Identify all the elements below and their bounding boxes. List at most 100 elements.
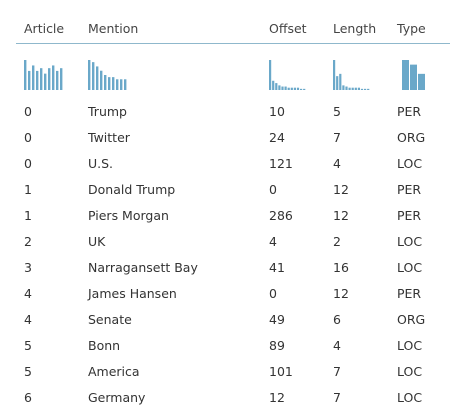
table-row[interactable]: 5 Bonn 89 4 LOC (0, 332, 452, 358)
sparkline-bar (108, 77, 111, 90)
column-header-mention[interactable]: Mention (88, 21, 139, 36)
table-row[interactable]: 1 Donald Trump 0 12 PER (0, 176, 452, 202)
table-row[interactable]: 3 Narragansett Bay 41 16 LOC (0, 254, 452, 280)
sparkline-bar (272, 80, 275, 90)
table-row[interactable]: 2 UK 4 2 LOC (0, 228, 452, 254)
table-row[interactable]: 0 Trump 10 5 PER (0, 98, 452, 124)
cell-article: 0 (24, 130, 32, 145)
sparkline-bar (52, 65, 55, 90)
cell-article: 6 (24, 390, 32, 405)
cell-mention: U.S. (88, 156, 114, 171)
cell-article: 5 (24, 338, 32, 353)
cell-offset: 101 (269, 364, 293, 379)
sparkline-article (24, 60, 63, 90)
sparkline-bar (60, 68, 63, 90)
sparkline-bar (281, 86, 284, 90)
cell-offset: 10 (269, 104, 285, 119)
cell-offset: 12 (269, 390, 285, 405)
sparkline-bar (342, 85, 345, 90)
sparkline-bar (345, 86, 348, 90)
sparkline-bar (339, 73, 342, 90)
cell-article: 0 (24, 156, 32, 171)
sparkline-bar (124, 79, 127, 90)
cell-type: PER (397, 104, 422, 119)
cell-type: LOC (397, 390, 423, 405)
sparkline-bar (364, 88, 367, 90)
sparkline-bar (287, 87, 290, 90)
sparkline-bar (44, 73, 47, 90)
cell-type: PER (397, 208, 422, 223)
table-row[interactable]: 4 James Hansen 0 12 PER (0, 280, 452, 306)
cell-mention: UK (88, 234, 106, 249)
column-summary-row (0, 56, 452, 96)
cell-type: LOC (397, 338, 423, 353)
sparkline-bar (48, 68, 51, 90)
cell-length: 7 (333, 130, 341, 145)
cell-offset: 41 (269, 260, 285, 275)
sparkline-bar (100, 70, 103, 90)
cell-mention: Piers Morgan (88, 208, 169, 223)
cell-length: 7 (333, 364, 341, 379)
sparkline-bar (28, 70, 31, 90)
table-row[interactable]: 6 Germany 12 7 LOC (0, 384, 452, 410)
sparkline-bar (360, 88, 364, 90)
cell-article: 1 (24, 208, 32, 223)
sparkline-bar (290, 87, 293, 90)
cell-length: 6 (333, 312, 341, 327)
cell-mention: James Hansen (88, 286, 177, 301)
cell-type: LOC (397, 260, 423, 275)
cell-mention: Germany (88, 390, 146, 405)
cell-type: LOC (397, 234, 423, 249)
column-header-type[interactable]: Type (397, 21, 426, 36)
sparkline-bar (92, 62, 95, 90)
sparkline-length (333, 60, 370, 90)
table-row[interactable]: 0 Twitter 24 7 ORG (0, 124, 452, 150)
cell-offset: 4 (269, 234, 277, 249)
sparkline-bar (269, 60, 272, 90)
cell-length: 16 (333, 260, 349, 275)
sparkline-bar (40, 68, 43, 90)
sparkline-mention (88, 60, 127, 90)
sparkline-bar (32, 65, 35, 90)
sparkline-bar (36, 70, 39, 90)
cell-type: LOC (397, 364, 423, 379)
cell-type: PER (397, 182, 422, 197)
sparkline-bar (275, 83, 278, 90)
sparkline-bar (300, 88, 303, 90)
cell-length: 5 (333, 104, 341, 119)
column-header-article[interactable]: Article (24, 21, 65, 36)
sparkline-bar (112, 77, 115, 90)
cell-length: 12 (333, 182, 349, 197)
cell-length: 4 (333, 338, 341, 353)
sparkline-bar (293, 87, 296, 90)
header-divider (16, 43, 450, 44)
cell-article: 5 (24, 364, 32, 379)
table-body: 0 Trump 10 5 PER 0 Twitter 24 7 ORG 0 U.S. 121 4 LOC 1 D… (0, 98, 452, 410)
cell-article: 4 (24, 312, 32, 327)
cell-offset: 286 (269, 208, 293, 223)
cell-type: ORG (397, 130, 426, 145)
column-header-offset[interactable]: Offset (269, 21, 307, 36)
cell-offset: 89 (269, 338, 285, 353)
cell-mention: Senate (88, 312, 132, 327)
table-row[interactable]: 1 Piers Morgan 286 12 PER (0, 202, 452, 228)
sparkline-type (402, 60, 425, 90)
cell-length: 7 (333, 390, 341, 405)
cell-article: 4 (24, 286, 32, 301)
cell-length: 4 (333, 156, 341, 171)
cell-offset: 121 (269, 156, 293, 171)
cell-type: PER (397, 286, 422, 301)
table-row[interactable]: 0 U.S. 121 4 LOC (0, 150, 452, 176)
sparkline-offset (269, 60, 306, 90)
table-row[interactable]: 4 Senate 49 6 ORG (0, 306, 452, 332)
sparkline-bar (351, 87, 354, 90)
cell-mention: Twitter (88, 130, 130, 145)
table-row[interactable]: 5 America 101 7 LOC (0, 358, 452, 384)
sparkline-bar (418, 73, 425, 90)
sparkline-bar (367, 88, 370, 90)
column-header-length[interactable]: Length (333, 21, 377, 36)
cell-type: ORG (397, 312, 426, 327)
sparkline-bar (120, 79, 123, 90)
sparkline-bar (24, 60, 27, 90)
cell-type: LOC (397, 156, 423, 171)
